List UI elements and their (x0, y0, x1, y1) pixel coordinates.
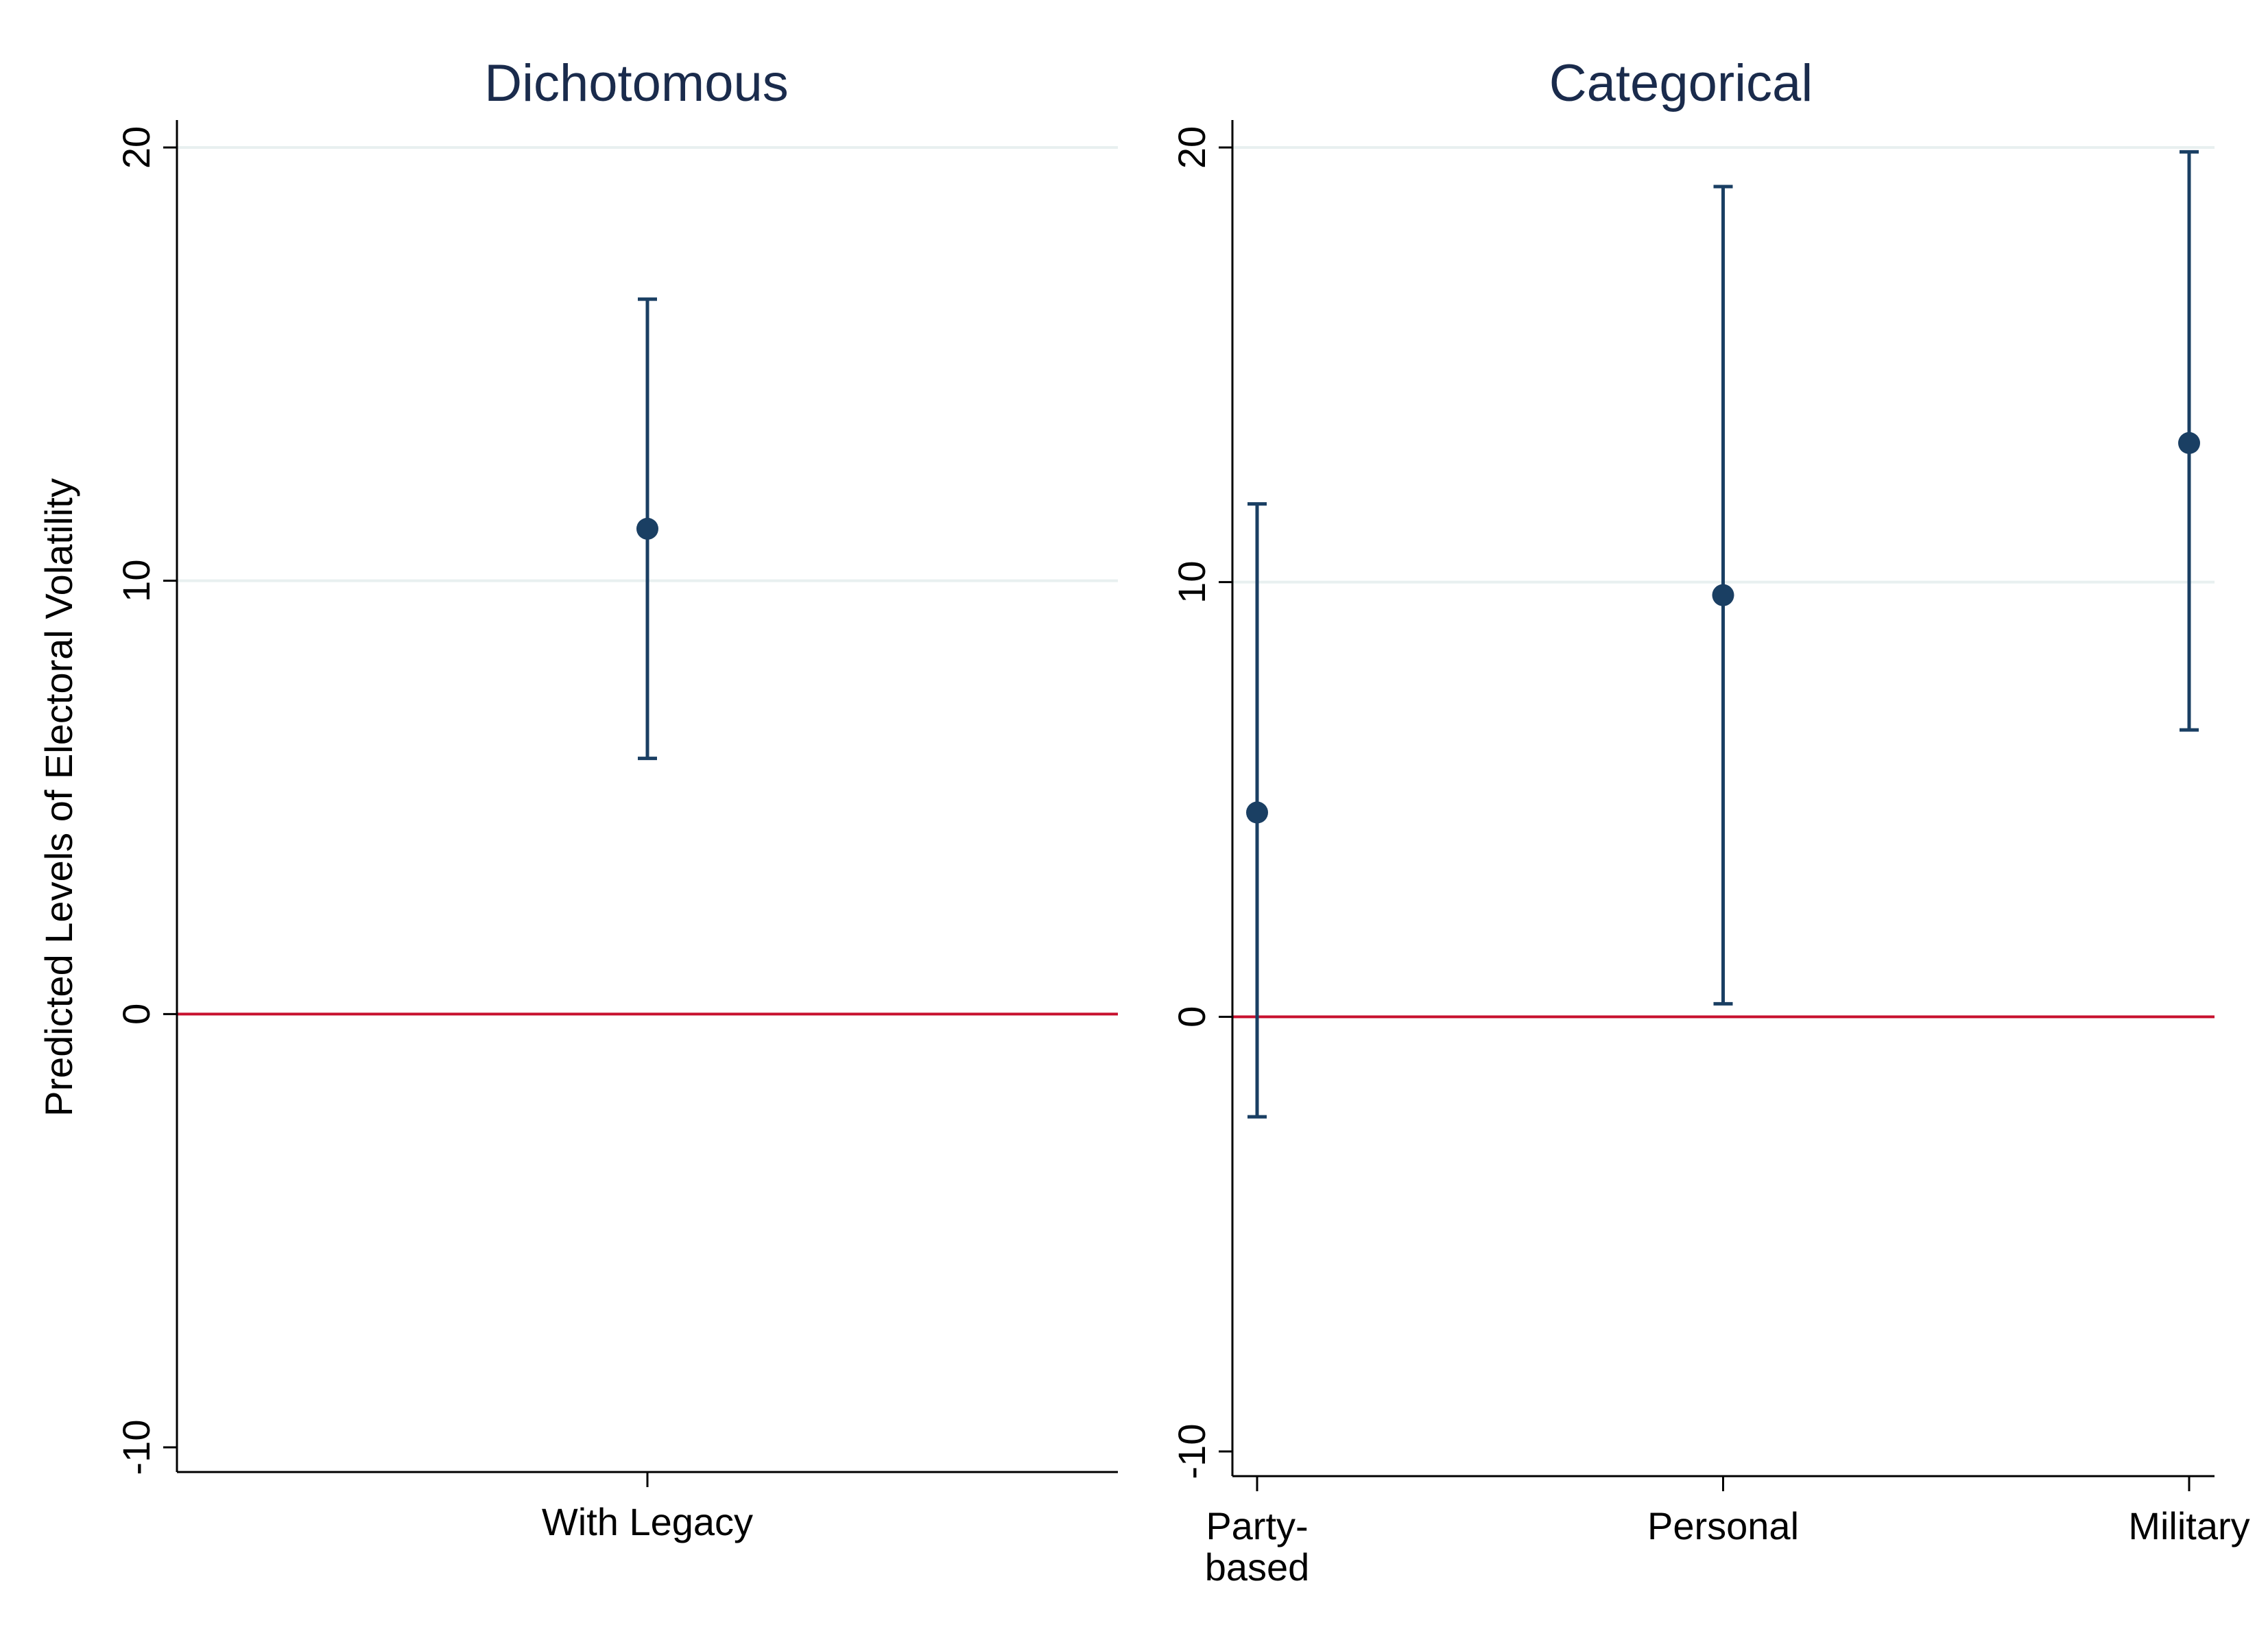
panel-1: -10 0 10 20 With Legacy Dichotomous Predicted … (37, 54, 1118, 1543)
panel-2: -10 0 10 20 Party-based Personal Military Categ… (1170, 54, 2250, 1589)
x-tick-label: With Legacy (542, 1500, 753, 1543)
y-tick-label: 20 (1170, 126, 1213, 169)
point-estimate (1712, 584, 1734, 606)
y-tick-label: 20 (115, 126, 158, 169)
panel-title: Categorical (1549, 54, 1813, 112)
x-tick-label: Military (2128, 1504, 2249, 1547)
y-tick-label: 0 (115, 1004, 158, 1025)
y-tick-label: 0 (1170, 1006, 1213, 1028)
y-tick-label: 10 (1170, 561, 1213, 604)
point-estimate (636, 517, 658, 540)
y-tick-label: -10 (1170, 1424, 1213, 1480)
x-tick-label: Party- (1206, 1504, 1308, 1547)
point-estimate (2178, 431, 2200, 454)
y-tick-label: -10 (115, 1420, 158, 1475)
x-tick-label: Personal (1647, 1504, 1799, 1547)
panel-title: Dichotomous (484, 54, 789, 112)
y-axis-title: Predicted Levels of Electoral Volatility (37, 478, 80, 1117)
x-tick-label: based (1205, 1545, 1310, 1589)
y-tick-label: 10 (115, 560, 158, 602)
point-estimate (1246, 801, 1268, 824)
